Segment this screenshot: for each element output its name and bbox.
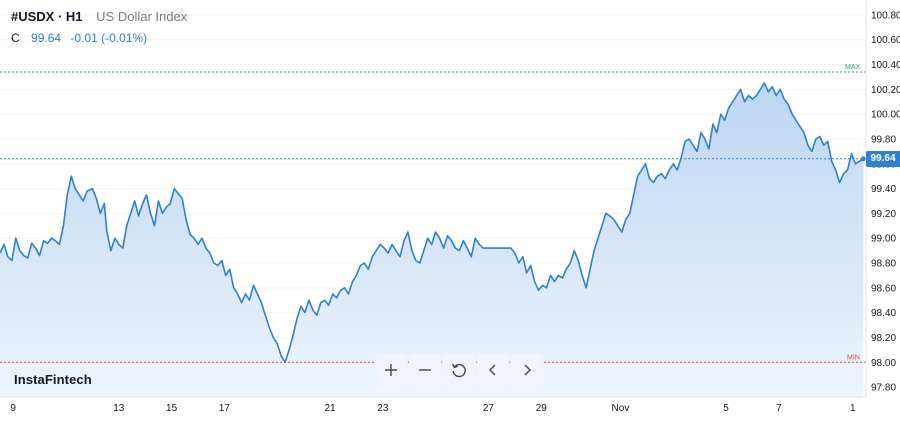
y-tick-label: 98.40 xyxy=(871,308,896,319)
last-point xyxy=(860,156,866,162)
series-line xyxy=(0,82,864,364)
x-tick-label: 5 xyxy=(723,403,729,414)
chevron-right-icon xyxy=(524,364,531,376)
chevron-left-icon xyxy=(489,364,496,376)
symbol-label: #USDX · H1 xyxy=(11,9,83,24)
x-tick-label: 9 xyxy=(10,403,16,414)
y-tick-label: 100.80 xyxy=(871,10,900,21)
y-tick-label: 99.00 xyxy=(871,234,896,245)
brand-logo: InstaFintech xyxy=(14,372,92,387)
zoom-out-button[interactable] xyxy=(409,354,441,386)
y-tick-label: 99.20 xyxy=(871,209,896,220)
scroll-left-button[interactable] xyxy=(477,354,509,386)
x-axis[interactable]: 9 13 15 17 21 23 27 29 Nov 5 7 1 xyxy=(10,403,856,414)
close-value: 99.64 xyxy=(31,31,62,45)
close-change: -0.01 (-0.01%) xyxy=(70,31,148,45)
x-tick-label: 17 xyxy=(219,403,231,414)
minus-icon xyxy=(419,369,431,371)
y-tick-label: 100.40 xyxy=(871,60,900,71)
x-tick-label: 27 xyxy=(483,403,495,414)
max-label: MAX xyxy=(845,64,861,71)
x-tick-label: 21 xyxy=(324,403,336,414)
symbol-description: US Dollar Index xyxy=(96,9,188,24)
x-tick-label: 1 xyxy=(850,403,856,414)
zoom-in-button[interactable] xyxy=(375,354,407,386)
x-tick-label: 13 xyxy=(113,403,125,414)
y-tick-label: 99.40 xyxy=(871,184,896,195)
min-label: MIN xyxy=(847,354,860,361)
area-fill xyxy=(0,83,864,397)
y-tick-label: 98.00 xyxy=(871,358,896,369)
quote-line: C 99.64 -0.01 (-0.01%) xyxy=(11,31,147,45)
y-tick-label: 98.80 xyxy=(871,259,896,270)
x-tick-label: Nov xyxy=(612,403,630,414)
plus-icon xyxy=(385,364,397,376)
last-price-tag: 99.64 xyxy=(866,150,900,167)
y-tick-label: 100.60 xyxy=(871,35,900,46)
scroll-right-button[interactable] xyxy=(511,354,543,386)
x-tick-label: 23 xyxy=(377,403,389,414)
y-tick-label: 97.80 xyxy=(871,383,896,394)
y-tick-label: 98.20 xyxy=(871,333,896,344)
x-tick-label: 15 xyxy=(166,403,178,414)
chart-header: #USDX · H1 US Dollar Index xyxy=(11,9,187,24)
y-tick-label: 100.00 xyxy=(871,110,900,121)
reset-button[interactable] xyxy=(443,354,475,386)
close-prefix: C xyxy=(11,31,20,45)
zoom-toolbar xyxy=(375,354,543,386)
y-tick-label: 98.60 xyxy=(871,283,896,294)
y-tick-label: 99.80 xyxy=(871,134,896,145)
x-tick-label: 29 xyxy=(536,403,548,414)
x-tick-label: 7 xyxy=(776,403,782,414)
y-axis[interactable]: 100.80100.60100.40100.20100.0099.8099.60… xyxy=(871,10,900,393)
y-tick-label: 100.20 xyxy=(871,85,900,96)
reset-icon xyxy=(451,363,466,378)
